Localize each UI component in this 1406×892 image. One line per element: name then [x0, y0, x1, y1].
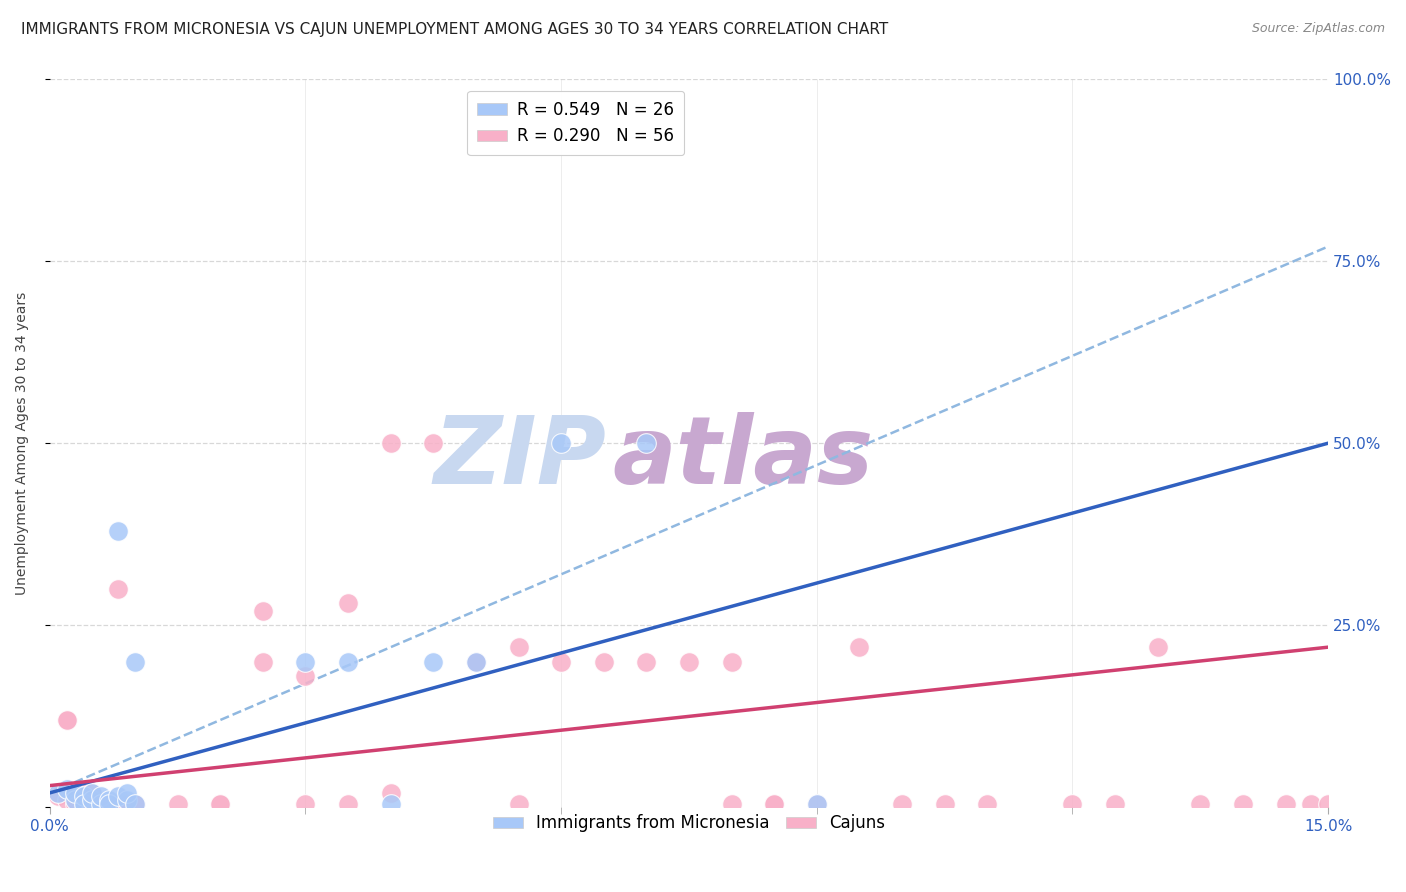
Point — [98, 797, 121, 811]
Point — [720, 797, 742, 811]
Point — [65, 789, 87, 804]
Point — [124, 797, 146, 811]
Point — [252, 604, 274, 618]
Text: Source: ZipAtlas.com: Source: ZipAtlas.com — [1251, 22, 1385, 36]
Point — [1104, 797, 1126, 811]
Point — [98, 797, 121, 811]
Point — [48, 789, 70, 804]
Point — [115, 797, 138, 811]
Point — [209, 797, 232, 811]
Point — [73, 797, 96, 811]
Point — [98, 793, 121, 807]
Point — [422, 436, 444, 450]
Point — [763, 797, 786, 811]
Text: ZIP: ZIP — [433, 412, 606, 504]
Point — [90, 797, 112, 811]
Point — [636, 436, 658, 450]
Point — [73, 797, 96, 811]
Point — [806, 797, 828, 811]
Point — [465, 655, 488, 669]
Point — [65, 793, 87, 807]
Point — [422, 655, 444, 669]
Text: atlas: atlas — [612, 412, 873, 504]
Point — [166, 797, 188, 811]
Point — [891, 797, 914, 811]
Point — [380, 436, 402, 450]
Point — [294, 669, 316, 683]
Point — [65, 786, 87, 800]
Point — [1274, 797, 1296, 811]
Point — [294, 797, 316, 811]
Point — [465, 655, 488, 669]
Point — [73, 786, 96, 800]
Point — [592, 655, 614, 669]
Point — [90, 789, 112, 804]
Point — [56, 782, 79, 797]
Point — [124, 797, 146, 811]
Point — [1317, 797, 1340, 811]
Point — [636, 655, 658, 669]
Text: IMMIGRANTS FROM MICRONESIA VS CAJUN UNEMPLOYMENT AMONG AGES 30 TO 34 YEARS CORRE: IMMIGRANTS FROM MICRONESIA VS CAJUN UNEM… — [21, 22, 889, 37]
Y-axis label: Unemployment Among Ages 30 to 34 years: Unemployment Among Ages 30 to 34 years — [15, 292, 30, 595]
Point — [976, 797, 998, 811]
Point — [73, 789, 96, 804]
Point — [48, 786, 70, 800]
Point — [1299, 797, 1322, 811]
Point — [294, 655, 316, 669]
Point — [56, 713, 79, 727]
Point — [678, 655, 700, 669]
Point — [1189, 797, 1212, 811]
Point — [337, 597, 360, 611]
Point — [848, 640, 870, 655]
Point — [107, 582, 129, 596]
Point — [1146, 640, 1168, 655]
Point — [550, 436, 572, 450]
Point — [107, 797, 129, 811]
Point — [763, 797, 786, 811]
Point — [107, 789, 129, 804]
Point — [550, 655, 572, 669]
Point — [209, 797, 232, 811]
Point — [337, 655, 360, 669]
Point — [380, 786, 402, 800]
Point — [508, 797, 530, 811]
Point — [934, 797, 956, 811]
Point — [720, 655, 742, 669]
Point — [1232, 797, 1254, 811]
Point — [48, 786, 70, 800]
Point — [380, 797, 402, 811]
Point — [115, 786, 138, 800]
Point — [337, 797, 360, 811]
Point — [65, 797, 87, 811]
Point — [82, 786, 104, 800]
Point — [65, 786, 87, 800]
Point — [124, 797, 146, 811]
Point — [56, 793, 79, 807]
Point — [56, 713, 79, 727]
Point — [124, 655, 146, 669]
Point — [508, 640, 530, 655]
Point — [1062, 797, 1084, 811]
Point — [465, 655, 488, 669]
Point — [82, 793, 104, 807]
Point — [115, 793, 138, 807]
Point — [90, 797, 112, 811]
Point — [107, 524, 129, 538]
Point — [252, 655, 274, 669]
Legend: Immigrants from Micronesia, Cajuns: Immigrants from Micronesia, Cajuns — [486, 808, 891, 839]
Point — [806, 797, 828, 811]
Point — [82, 786, 104, 800]
Point — [82, 797, 104, 811]
